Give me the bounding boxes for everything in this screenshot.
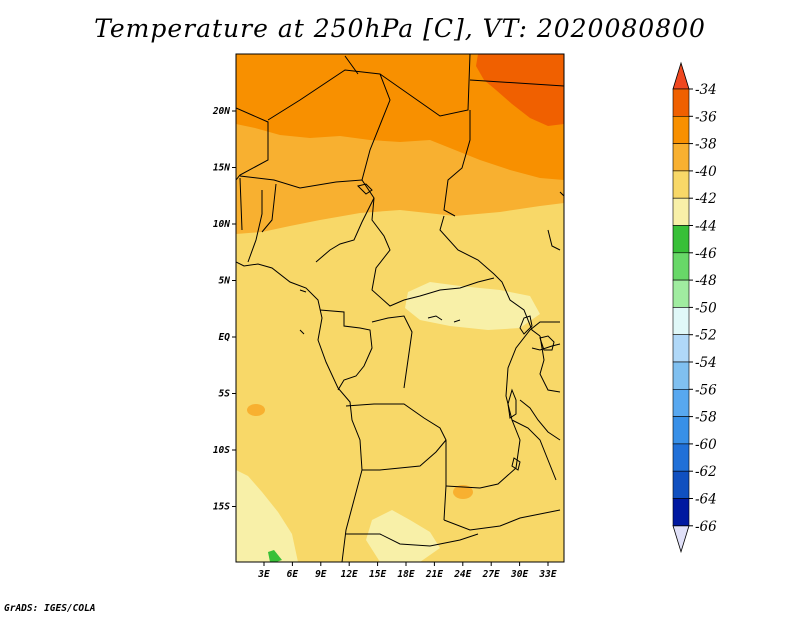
colorbar-swatch bbox=[672, 361, 690, 390]
colorbar-top-arrow bbox=[672, 61, 690, 90]
lon-tick-label: 3E bbox=[257, 569, 270, 580]
colorbar-label: -52 bbox=[695, 328, 717, 344]
colorbar-swatch bbox=[672, 334, 690, 363]
colorbar-label: -50 bbox=[695, 300, 717, 316]
latitude-axis: 20N 15N 10N 5N EQ 5S 10S 15S bbox=[212, 106, 236, 513]
colorbar-swatch bbox=[672, 116, 690, 144]
colorbar-label: -34 bbox=[695, 82, 717, 98]
lon-tick-label: 15E bbox=[369, 569, 386, 580]
lat-tick-label: 20N bbox=[212, 106, 230, 117]
lat-tick-label: 15S bbox=[213, 502, 230, 513]
lon-tick-label: 6E bbox=[287, 569, 299, 580]
lon-tick-label: 30E bbox=[510, 569, 528, 580]
lat-tick-label: 5N bbox=[219, 276, 231, 287]
lat-tick-label: 15N bbox=[213, 163, 230, 174]
longitude-axis: 3E 6E 9E 12E 15E 18E 21E 24E 27E 30E 33E bbox=[257, 562, 557, 580]
colorbar-swatch bbox=[672, 307, 690, 335]
colorbar-label: -42 bbox=[695, 191, 717, 207]
colorbar-swatch bbox=[672, 88, 690, 117]
colorbar-label: -56 bbox=[695, 382, 717, 398]
lon-tick-label: 24E bbox=[453, 569, 471, 580]
colorbar-swatch bbox=[672, 388, 690, 417]
colorbar-label: -48 bbox=[695, 273, 717, 289]
lon-tick-label: 18E bbox=[397, 569, 414, 580]
colorbar-bottom-arrow bbox=[672, 525, 690, 554]
colorbar-swatch bbox=[672, 498, 690, 527]
colorbar-label: -62 bbox=[695, 464, 717, 480]
colorbar-swatch bbox=[672, 170, 690, 199]
grads-credit: GrADS: IGES/COLA bbox=[4, 603, 96, 614]
lat-tick-label: 10S bbox=[213, 445, 230, 456]
lon-tick-label: 27E bbox=[482, 569, 500, 580]
colorbar-label: -58 bbox=[695, 410, 717, 426]
lon-tick-label: 9E bbox=[315, 569, 327, 580]
colorbar-label: -66 bbox=[695, 519, 717, 535]
colorbar-label: -44 bbox=[695, 219, 717, 235]
colorbar-label: -38 bbox=[695, 137, 717, 153]
colorbar-swatch bbox=[672, 143, 690, 172]
lon-tick-label: 21E bbox=[425, 569, 443, 580]
field-minus42-44-southwest bbox=[236, 470, 298, 562]
colorbar-swatch bbox=[672, 225, 690, 254]
colorbar-swatch bbox=[672, 279, 690, 308]
field-minus36-38 bbox=[236, 54, 564, 180]
lat-tick-label: 10N bbox=[213, 219, 230, 230]
lon-tick-label: 12E bbox=[341, 569, 358, 580]
colorbar-swatch bbox=[672, 252, 690, 281]
lat-tick-label: EQ bbox=[219, 332, 231, 343]
colorbar-label: -64 bbox=[695, 492, 717, 508]
field-minus34-36 bbox=[476, 54, 564, 126]
colorbar: -34 -36 -38 -40 -42 -44 -46 -48 -50 -52 -54 -56 -58 -… bbox=[672, 61, 717, 554]
country-borders bbox=[236, 54, 564, 562]
colorbar-swatch bbox=[672, 416, 690, 445]
field-patch-south bbox=[453, 485, 473, 499]
colorbar-label: -36 bbox=[695, 109, 717, 125]
colorbar-swatch bbox=[672, 443, 690, 472]
lon-tick-label: 33E bbox=[538, 569, 556, 580]
colorbar-label: -40 bbox=[695, 164, 717, 180]
colorbar-label: -60 bbox=[695, 437, 717, 453]
colorbar-swatch bbox=[672, 197, 690, 226]
colorbar-swatch bbox=[672, 470, 690, 499]
colorbar-label: -46 bbox=[695, 246, 717, 262]
chart-title: Temperature at 250hPa [C], VT: 202008080… bbox=[94, 14, 706, 43]
field-minus44-46 bbox=[268, 550, 282, 562]
field-patch-west bbox=[247, 404, 265, 416]
field-minus42-44-south bbox=[366, 510, 440, 562]
lat-tick-label: 5S bbox=[219, 389, 231, 400]
plot-frame bbox=[235, 53, 565, 563]
colorbar-label: -54 bbox=[695, 355, 717, 371]
temperature-field bbox=[236, 54, 564, 562]
